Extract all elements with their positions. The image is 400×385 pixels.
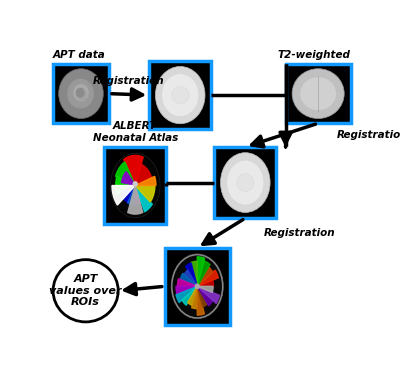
Polygon shape xyxy=(184,270,197,286)
Polygon shape xyxy=(128,186,143,214)
Text: APT
values over
ROIs: APT values over ROIs xyxy=(50,274,122,307)
Ellipse shape xyxy=(67,79,94,109)
Ellipse shape xyxy=(227,160,264,205)
Polygon shape xyxy=(197,286,213,306)
Ellipse shape xyxy=(76,88,87,100)
Polygon shape xyxy=(197,280,214,286)
Polygon shape xyxy=(197,270,218,286)
Polygon shape xyxy=(124,156,143,186)
Polygon shape xyxy=(176,286,197,295)
Polygon shape xyxy=(135,164,152,186)
Ellipse shape xyxy=(300,77,336,110)
Polygon shape xyxy=(116,162,135,186)
Text: Registration: Registration xyxy=(93,76,165,86)
Polygon shape xyxy=(176,286,197,303)
FancyBboxPatch shape xyxy=(104,147,166,224)
Ellipse shape xyxy=(73,84,89,101)
Ellipse shape xyxy=(171,254,223,319)
Text: Registration: Registration xyxy=(337,130,400,140)
Ellipse shape xyxy=(195,283,200,289)
Polygon shape xyxy=(116,177,135,194)
Polygon shape xyxy=(191,261,197,286)
Text: ALBERT
Neonatal Atlas: ALBERT Neonatal Atlas xyxy=(93,121,178,142)
Polygon shape xyxy=(182,286,197,305)
Polygon shape xyxy=(197,286,220,303)
Polygon shape xyxy=(197,267,213,286)
FancyBboxPatch shape xyxy=(165,248,230,325)
Polygon shape xyxy=(186,263,197,286)
Ellipse shape xyxy=(132,181,138,187)
Ellipse shape xyxy=(76,88,84,98)
Ellipse shape xyxy=(292,69,344,119)
Polygon shape xyxy=(135,186,141,204)
Polygon shape xyxy=(197,257,204,286)
Ellipse shape xyxy=(53,259,118,322)
Polygon shape xyxy=(122,172,135,186)
FancyBboxPatch shape xyxy=(53,64,109,123)
Ellipse shape xyxy=(59,69,103,119)
Ellipse shape xyxy=(162,74,199,117)
Ellipse shape xyxy=(172,87,189,104)
Polygon shape xyxy=(197,286,204,315)
Polygon shape xyxy=(178,279,197,286)
Polygon shape xyxy=(192,286,197,309)
Polygon shape xyxy=(121,186,135,203)
Ellipse shape xyxy=(155,67,205,124)
FancyBboxPatch shape xyxy=(286,64,351,123)
Text: APT data: APT data xyxy=(53,50,106,60)
FancyBboxPatch shape xyxy=(149,61,211,129)
Polygon shape xyxy=(197,286,213,292)
Ellipse shape xyxy=(220,153,270,213)
Text: Registration: Registration xyxy=(264,228,336,238)
Polygon shape xyxy=(188,286,197,305)
Polygon shape xyxy=(112,186,135,205)
Polygon shape xyxy=(197,286,208,307)
Polygon shape xyxy=(135,186,155,202)
Polygon shape xyxy=(135,186,152,212)
Polygon shape xyxy=(128,186,135,205)
Ellipse shape xyxy=(237,174,254,191)
Polygon shape xyxy=(197,261,210,286)
Ellipse shape xyxy=(110,153,160,218)
Polygon shape xyxy=(135,176,156,186)
FancyBboxPatch shape xyxy=(214,147,276,218)
Text: T2-weighted: T2-weighted xyxy=(278,50,351,60)
Polygon shape xyxy=(180,273,197,286)
